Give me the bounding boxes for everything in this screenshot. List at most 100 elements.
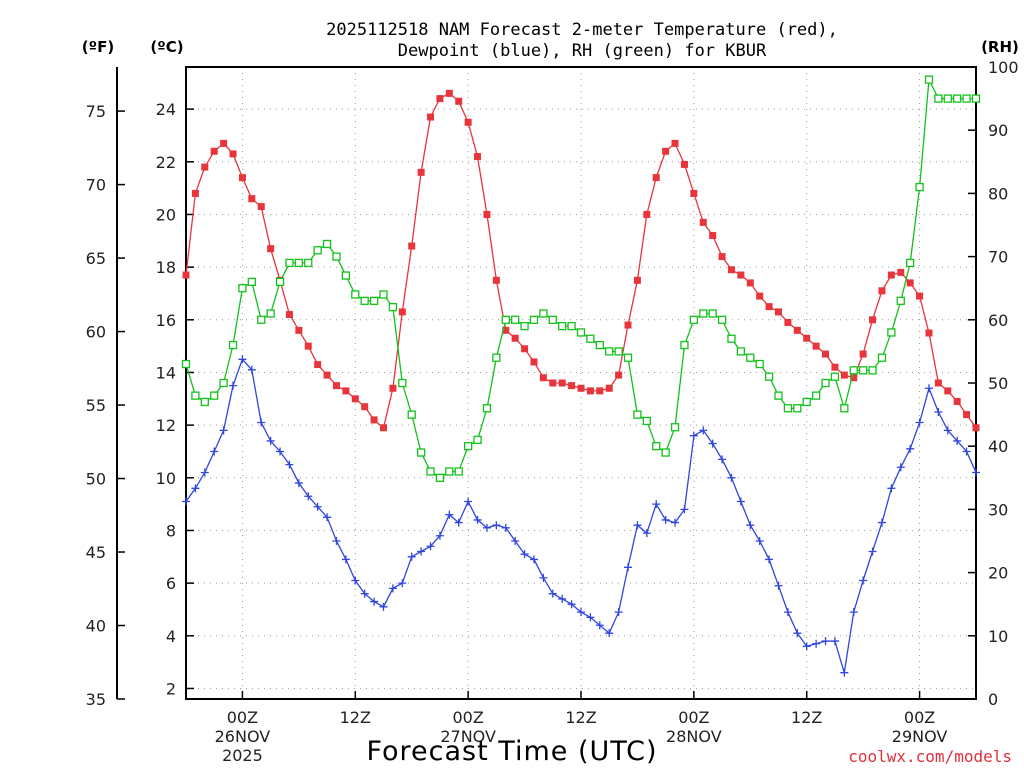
temperature-point [765,303,773,311]
temperature-point [417,168,425,176]
dewpoint-point [473,515,482,524]
dewpoint-point [718,455,727,464]
rh-point [689,315,699,324]
temperature-point [314,361,322,369]
temperature-point [511,334,519,342]
celsius-tick-label: 16 [156,311,176,330]
temperature-point [596,387,604,395]
dewpoint-point [962,447,971,456]
temperature-point [690,189,698,197]
temperature-point [633,276,641,284]
dewpoint-point [671,518,680,527]
credit-text: coolwx.com/models [848,747,1012,766]
dewpoint-point [351,576,360,585]
time-tick-label: 12Z [340,708,371,727]
dewpoint-point [821,637,830,646]
temperature-point [238,174,246,182]
dewpoint-point [548,589,557,598]
dewpoint-point [642,529,651,538]
temperature-point [662,147,670,155]
rh-point [313,246,322,255]
rh-tick-label: 20 [988,564,1008,583]
dewpoint-point [953,436,962,445]
dewpoint-point [511,537,520,545]
fahrenheit-tick-label: 75 [86,102,106,121]
dewpoint-point [388,584,397,593]
rh-point [567,321,576,331]
dewpoint-point [426,542,435,551]
dewpoint-point [652,500,661,509]
dewpoint-point [774,581,783,590]
dewpoint-point [200,468,209,477]
rh-tick-label: 70 [988,248,1008,267]
dewpoint-point [323,513,332,522]
dewpoint-point [746,521,755,530]
dewpoint-point [877,518,886,527]
dewpoint-point [191,484,200,493]
temperature-point [389,384,397,392]
temperature-point [530,358,538,366]
rh-tick-label: 40 [988,437,1008,456]
temperature-point [605,384,613,392]
rh-tick-label: 60 [988,311,1008,330]
dewpoint-point [624,563,633,572]
dewpoint-point [229,381,238,390]
rh-point [492,353,501,362]
temperature-point [699,218,707,226]
series-layer [181,75,981,677]
dewpoint-point [219,426,228,435]
dewpoint-point [595,621,604,630]
rh-point [858,366,868,375]
dewpoint-point [934,407,943,416]
series-2-meter-temperature [182,89,980,432]
rh-point [445,467,454,476]
rh-point [661,448,670,457]
rh-point [943,94,952,103]
temperature-point [427,113,435,121]
temperature-point [380,424,387,432]
temperature-point [822,350,830,358]
celsius-tick-label: 6 [166,574,176,593]
temperature-point [615,371,623,379]
temperature-point [408,242,416,250]
dewpoint-point [332,537,341,545]
rh-point [924,75,934,84]
fahrenheit-tick-label: 60 [86,323,106,342]
temperature-point [248,195,256,203]
temperature-point [727,266,735,274]
rh-point [351,290,360,299]
rh-point [783,404,793,413]
temperature-point [267,245,275,253]
time-tick-date: 27NOV [440,727,496,746]
rh-point [793,404,802,413]
rh-point [200,397,209,407]
rh-point [830,372,840,381]
fahrenheit-tick-label: 35 [86,690,106,709]
rh-point [906,258,915,268]
plot-frame [185,66,977,700]
time-tick-year: 2025 [222,746,263,765]
unit-label-rh: (RH) [981,38,1019,56]
rh-point [435,473,445,482]
temperature-point [436,95,444,103]
dewpoint-point [727,473,736,482]
temperature-point [220,139,228,147]
rh-point [717,315,727,324]
fahrenheit-tick-label: 65 [86,249,106,268]
dewpoint-point [257,418,266,427]
dewpoint-point [689,431,698,440]
temperature-point [558,379,566,387]
celsius-tick-label: 24 [156,100,176,119]
rh-point [915,182,924,192]
rh-point [529,315,539,324]
rh-point [285,258,294,268]
dewpoint-point [492,521,501,530]
rh-point [379,290,388,299]
temperature-point [652,174,660,182]
rh-point [332,252,341,261]
dewpoint-point [605,629,614,638]
temperature-point [680,160,688,168]
dewpoint-point [238,355,247,364]
dewpoint-point [379,602,388,611]
dewpoint-point [370,597,379,606]
